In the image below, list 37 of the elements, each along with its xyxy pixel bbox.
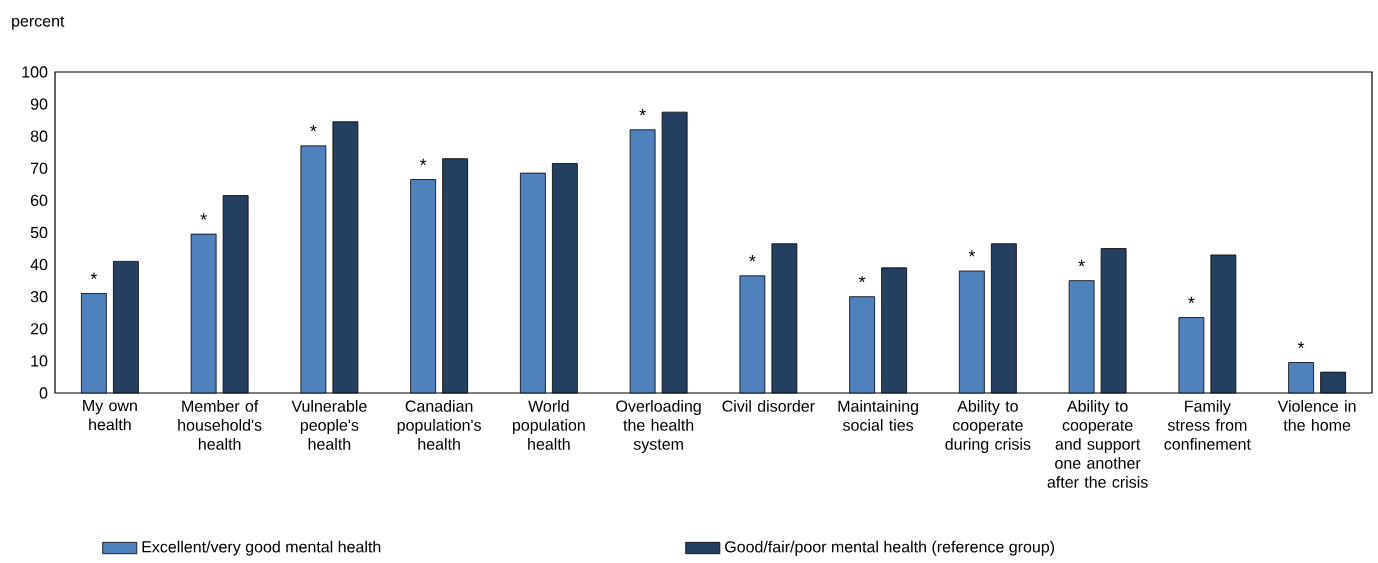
annotation: * <box>90 272 98 279</box>
annotation: * <box>310 124 317 132</box>
annotation: * <box>200 213 207 220</box>
x-tick-label: Vulnerable people's health <box>291 399 367 450</box>
x-tick-label: Ability to cooperate and support one another after the crisis <box>1047 399 1148 488</box>
x-tick-label: Ability to cooperate during crisis <box>945 399 1031 453</box>
x-tick-label: My own health <box>83 399 137 431</box>
x-tick-label: Civil disorder <box>722 399 815 412</box>
x-tick-label: Canadian population's health <box>397 399 481 450</box>
y-axis-title: percent <box>12 16 65 30</box>
legend-label: Excellent/very good mental health <box>142 540 381 556</box>
annotation: * <box>858 275 866 283</box>
y-tick-label: 50 <box>30 226 48 238</box>
annotation: * <box>419 158 427 165</box>
annotation: * <box>749 254 756 262</box>
legend-label: Good/fair/poor mental health (reference group) <box>725 540 1055 556</box>
annotation: * <box>1188 296 1195 303</box>
y-tick-label: 10 <box>31 355 48 367</box>
annotation: * <box>1078 259 1085 267</box>
y-tick-label: 100 <box>22 66 48 78</box>
annotation: * <box>639 108 646 116</box>
y-tick-label: 80 <box>30 130 48 142</box>
y-tick-label: 20 <box>30 322 48 335</box>
y-tick-label: 0 <box>39 387 48 399</box>
x-tick-label: Member of household's health <box>178 399 262 450</box>
x-tick-label: World population health <box>512 399 585 450</box>
y-tick-label: 40 <box>30 258 48 271</box>
annotation: * <box>1297 341 1305 348</box>
x-tick-label: Family stress from confinement <box>1164 399 1251 450</box>
y-tick-label: 90 <box>30 98 48 110</box>
y-tick-label: 70 <box>30 162 48 174</box>
y-tick-label: 30 <box>30 290 48 303</box>
x-tick-label: Maintaining social ties <box>838 399 918 431</box>
x-tick-label: Violence in the home <box>1277 399 1356 431</box>
x-tick-label: Overloading the health system <box>616 399 701 453</box>
annotation: * <box>968 250 976 257</box>
y-tick-label: 60 <box>30 194 48 206</box>
